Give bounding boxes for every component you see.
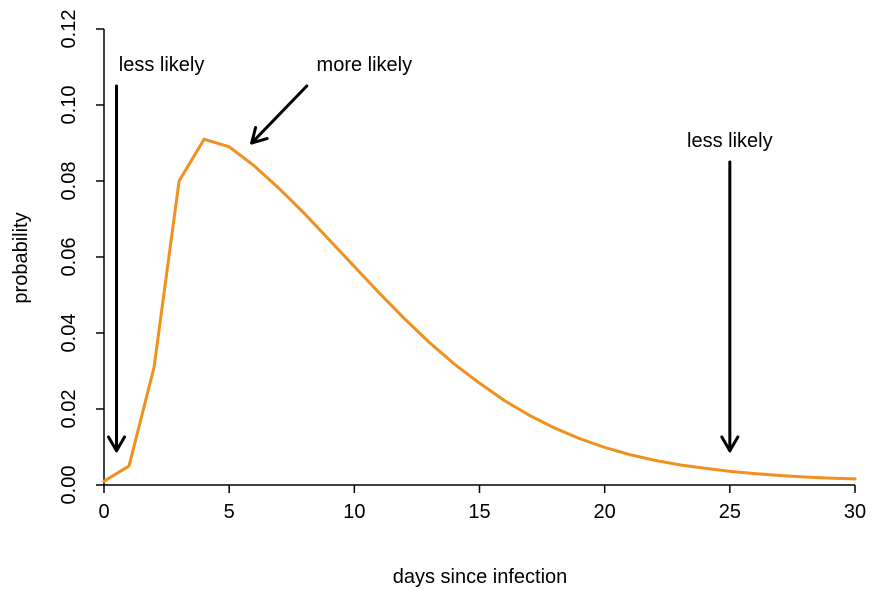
- annotation-arrow: [720, 160, 740, 453]
- data-point: [578, 437, 581, 440]
- y-tick-label: 0.06: [58, 238, 80, 277]
- data-point: [503, 399, 506, 402]
- annotation-label: less likely: [119, 54, 205, 76]
- data-point: [353, 265, 356, 268]
- data-point: [778, 474, 781, 477]
- x-tick-label: 0: [98, 501, 109, 523]
- y-tick-label: 0.00: [58, 466, 80, 505]
- axes: 0 5 10 15 20 25 30 0.00 0.02 0.04 0.06 0.08 0.10 0.1…: [58, 10, 866, 523]
- series-layer: [102, 137, 857, 483]
- x-ticks: 0 5 10 15 20 25 30: [98, 485, 866, 523]
- y-tick-label: 0.02: [58, 390, 80, 429]
- annotation-layer: less likely more likely less likely: [107, 54, 773, 453]
- annotation-arrow: [107, 84, 127, 453]
- data-point: [678, 463, 681, 466]
- data-point: [803, 476, 806, 479]
- y-axis-title: probability: [10, 212, 32, 303]
- data-point: [153, 366, 156, 369]
- x-tick-label: 10: [343, 501, 365, 523]
- data-point: [653, 459, 656, 462]
- series-line: [102, 137, 857, 483]
- x-tick-label: 15: [468, 501, 490, 523]
- data-point: [603, 446, 606, 449]
- x-tick-label: 20: [594, 501, 616, 523]
- data-point: [128, 465, 131, 468]
- data-point: [528, 414, 531, 417]
- data-point: [628, 453, 631, 456]
- data-point: [328, 238, 331, 241]
- annotation-label: less likely: [687, 130, 773, 152]
- data-point: [278, 187, 281, 190]
- x-axis-title: days since infection: [393, 566, 568, 588]
- data-point: [378, 292, 381, 295]
- data-point: [303, 212, 306, 215]
- data-point: [703, 467, 706, 470]
- y-tick-label: 0.08: [58, 162, 80, 201]
- y-tick-label: 0.10: [58, 86, 80, 125]
- data-point: [178, 180, 181, 183]
- data-point: [753, 472, 756, 475]
- data-point: [828, 477, 831, 480]
- y-tick-label: 0.04: [58, 314, 80, 353]
- x-tick-label: 5: [224, 501, 235, 523]
- data-point: [728, 470, 731, 473]
- data-point: [428, 341, 431, 344]
- annotation-arrow: [250, 84, 309, 145]
- y-ticks: 0.00 0.02 0.04 0.06 0.08 0.10 0.12: [58, 10, 104, 505]
- data-point: [103, 480, 106, 483]
- annotation-label: more likely: [317, 54, 413, 76]
- data-point: [203, 138, 206, 141]
- x-tick-label: 25: [719, 501, 741, 523]
- data-point: [228, 145, 231, 148]
- y-tick-label: 0.12: [58, 10, 80, 49]
- data-point: [253, 164, 256, 167]
- data-point: [478, 382, 481, 385]
- data-point: [403, 317, 406, 320]
- data-point: [453, 363, 456, 366]
- data-point: [553, 427, 556, 430]
- x-tick-label: 30: [844, 501, 866, 523]
- data-point: [854, 477, 857, 480]
